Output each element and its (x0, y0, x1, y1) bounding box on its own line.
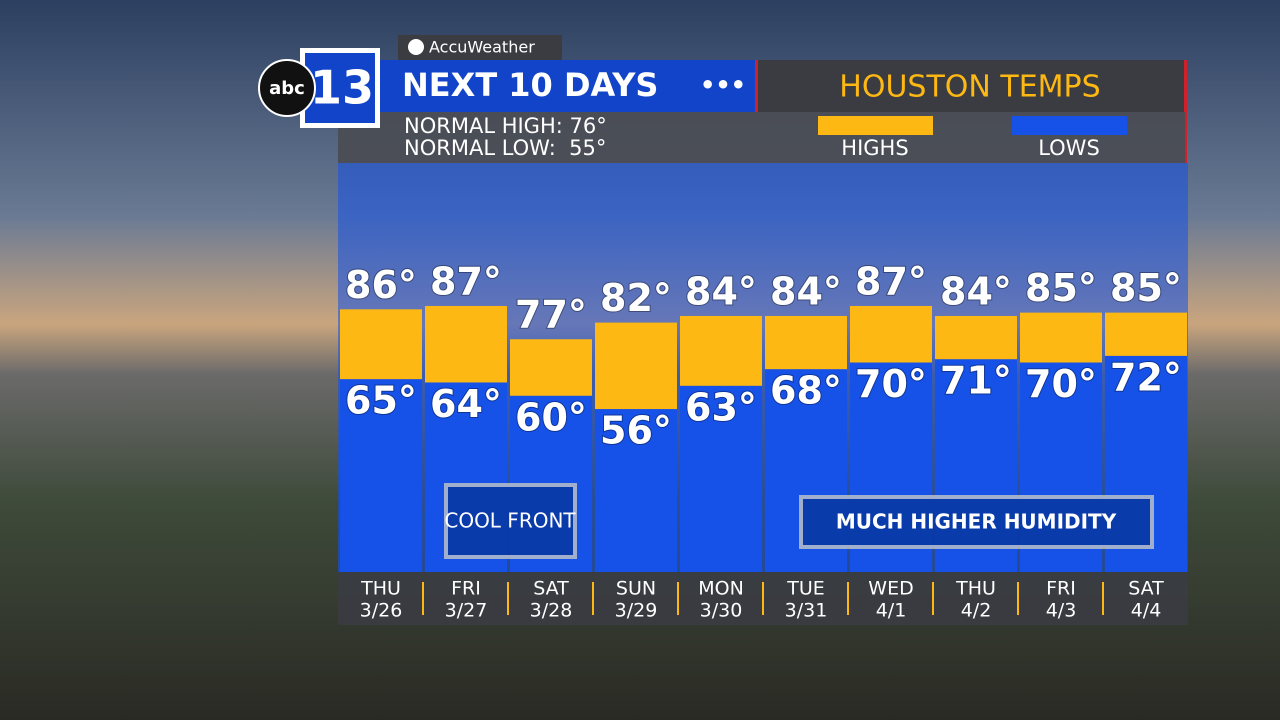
low-label: 68° (770, 369, 842, 413)
note: NORMAL HIGH: 76° (404, 114, 607, 138)
high-bar (680, 315, 762, 386)
low-label: 60° (515, 395, 587, 439)
high-bar (595, 322, 677, 410)
high-label: 84° (770, 269, 842, 313)
high-label: 82° (600, 276, 672, 320)
high-bar (510, 339, 592, 396)
high-label: 87° (855, 259, 927, 303)
high-bar (1105, 312, 1187, 356)
logo-number: 13 (310, 61, 374, 115)
high-bar (850, 305, 932, 363)
high-bar (425, 305, 507, 383)
title-bar (380, 60, 755, 112)
day-label: SUN (616, 578, 656, 600)
high-label: 86° (345, 263, 417, 307)
low-label: 63° (685, 385, 757, 429)
low-label: 65° (345, 379, 417, 423)
low-label: 70° (855, 362, 927, 406)
day-label: FRI (451, 578, 481, 600)
date-label: 3/30 (700, 600, 743, 622)
day-label: TUE (786, 578, 825, 600)
logo-circle (258, 59, 316, 117)
logo-box (305, 53, 375, 123)
date-label: 4/3 (1046, 600, 1077, 622)
date-label: 3/27 (445, 600, 488, 622)
low-label: 71° (940, 359, 1012, 403)
low-label: 72° (1110, 355, 1182, 399)
low-label: 64° (430, 382, 502, 426)
annotation-box (799, 495, 1154, 549)
legend-swatch (1012, 116, 1127, 135)
legend-label: LOWS (1038, 136, 1100, 160)
logo-text: abc (269, 78, 305, 99)
date-label: 3/29 (615, 600, 658, 622)
date-label: 3/28 (530, 600, 573, 622)
low-bar (595, 409, 677, 572)
date-label: 3/31 (785, 600, 828, 622)
accent (755, 60, 758, 112)
day-label: FRI (1046, 578, 1076, 600)
date-label: 4/1 (876, 600, 907, 622)
annotation: COOL FRONT (444, 509, 576, 533)
high-bar (935, 315, 1017, 360)
low-label: 56° (600, 409, 672, 453)
legend-label: HIGHS (841, 136, 908, 160)
low-bar (340, 379, 422, 572)
high-label: 84° (940, 269, 1012, 313)
date-label: 4/4 (1131, 600, 1162, 622)
accent (1184, 60, 1187, 163)
day-label: THU (955, 578, 996, 600)
day-label: WED (868, 578, 913, 600)
high-label: 85° (1025, 266, 1097, 310)
date-label: 3/26 (360, 600, 403, 622)
annotation-box (444, 483, 577, 559)
high-label: 84° (685, 269, 757, 313)
provider-badge (398, 35, 562, 60)
day-label: SAT (533, 578, 569, 600)
high-label: 85° (1110, 266, 1182, 310)
note: NORMAL LOW: 55° (404, 136, 606, 160)
date-label: 4/2 (961, 600, 992, 622)
high-bar (340, 309, 422, 380)
chart-subtitle: HOUSTON TEMPS (839, 70, 1100, 105)
day-label: THU (360, 578, 401, 600)
high-label: 77° (515, 293, 587, 337)
high-label: 87° (430, 259, 502, 303)
low-bar (680, 385, 762, 572)
subtitle-bar (755, 60, 1185, 112)
high-bar (1020, 312, 1102, 363)
chart-title: NEXT 10 DAYS (402, 66, 658, 104)
provider: AccuWeather (429, 38, 535, 57)
day-label: MON (698, 578, 744, 600)
annotation: MUCH HIGHER HUMIDITY (836, 510, 1117, 534)
dots: ••• (700, 71, 746, 99)
legend-swatch (818, 116, 933, 135)
day-label: SAT (1128, 578, 1164, 600)
high-bar (765, 315, 847, 370)
sun-icon (408, 39, 424, 55)
low-label: 70° (1025, 362, 1097, 406)
